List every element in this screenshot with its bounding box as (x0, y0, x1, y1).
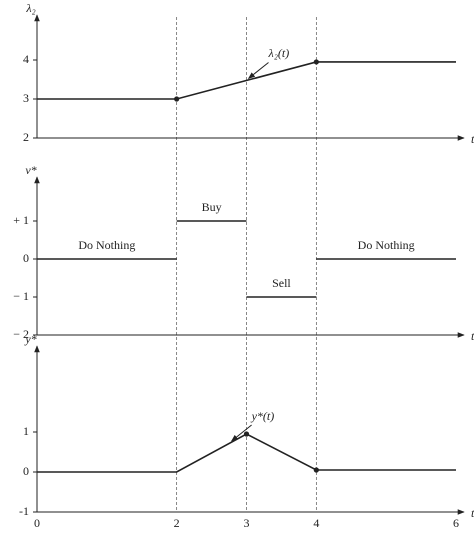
annotation-arrow (247, 62, 269, 79)
x-tick-label: 2 (174, 516, 180, 530)
y-axis-label: v* (25, 163, 36, 177)
point (313, 59, 319, 65)
y-tick-label: − 1 (13, 289, 29, 303)
segment-label: Buy (202, 200, 222, 214)
x-tick-label: 3 (244, 516, 250, 530)
x-tick-label: 4 (313, 516, 319, 530)
point (243, 431, 250, 437)
x-axis-label: t (471, 506, 474, 520)
annotation-arrow (231, 424, 252, 442)
y-tick-label: 0 (23, 464, 29, 478)
y-tick-label: 4 (23, 52, 29, 66)
y-tick-label: 2 (23, 130, 29, 144)
segment-label: Do Nothing (358, 238, 415, 252)
y-axis-label: λ₂ (25, 1, 35, 15)
point (174, 96, 180, 102)
x-tick-label: 0 (34, 516, 40, 530)
segment-label: Sell (272, 276, 291, 290)
y-tick-label: − 2 (13, 327, 29, 341)
annotation: y*(t) (251, 409, 275, 423)
line (37, 61, 456, 100)
y-tick-label: + 1 (13, 213, 29, 227)
annotation: λ₂(t) (268, 46, 290, 60)
y-tick-label: 3 (23, 91, 29, 105)
x-tick-label: 6 (453, 516, 459, 530)
segment-label: Do Nothing (78, 238, 135, 252)
y-axis-label: y* (24, 332, 36, 346)
y-tick-label: -1 (19, 504, 29, 518)
point (313, 467, 319, 473)
y-tick-label: 1 (23, 424, 29, 438)
x-axis-label: t (471, 132, 474, 146)
y-tick-label: 0 (23, 251, 29, 265)
x-axis-label: t (471, 329, 474, 343)
